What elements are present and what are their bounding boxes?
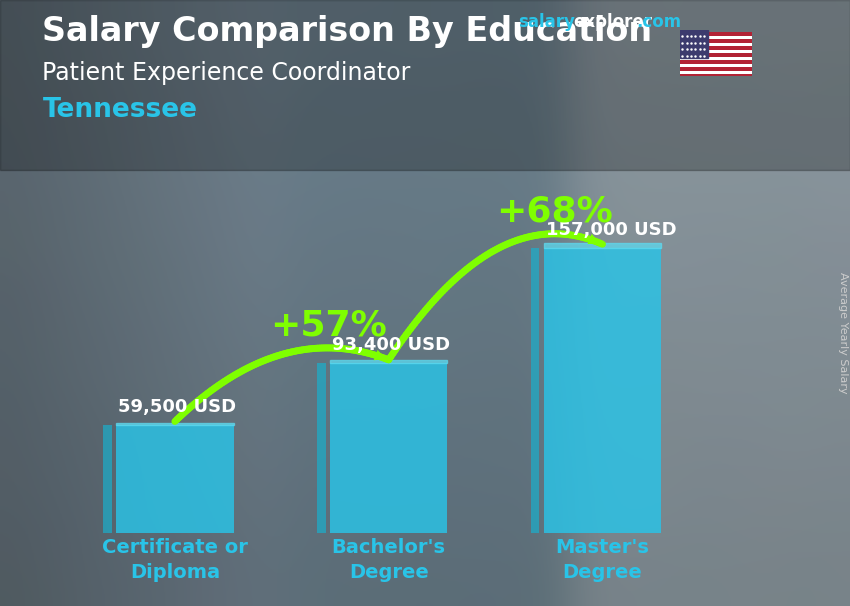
Bar	[680, 70, 752, 74]
Bar	[531, 248, 540, 533]
Bar	[680, 30, 708, 58]
Bar	[680, 60, 752, 64]
Text: +57%: +57%	[269, 308, 387, 342]
FancyBboxPatch shape	[116, 423, 234, 425]
Bar	[330, 364, 447, 533]
Bar	[680, 56, 752, 60]
Bar	[544, 248, 661, 533]
Bar	[680, 42, 752, 46]
Bar	[680, 46, 752, 50]
Bar	[680, 74, 752, 78]
Text: Average Yearly Salary: Average Yearly Salary	[838, 273, 848, 394]
Bar	[680, 53, 752, 56]
Bar	[680, 36, 752, 39]
Text: .com: .com	[637, 13, 682, 32]
Bar	[680, 50, 752, 53]
Bar	[680, 39, 752, 42]
Text: salary: salary	[518, 13, 575, 32]
FancyBboxPatch shape	[330, 361, 447, 364]
Bar	[317, 364, 326, 533]
Text: 157,000 USD: 157,000 USD	[546, 221, 677, 239]
Bar	[680, 67, 752, 70]
Bar	[680, 64, 752, 67]
Bar	[680, 32, 752, 36]
Text: Patient Experience Coordinator: Patient Experience Coordinator	[42, 61, 411, 85]
Text: Tennessee: Tennessee	[42, 97, 197, 123]
Bar	[116, 425, 234, 533]
Bar	[103, 425, 112, 533]
Text: explorer: explorer	[574, 13, 653, 32]
FancyBboxPatch shape	[544, 243, 661, 248]
Text: 59,500 USD: 59,500 USD	[118, 398, 236, 416]
Text: +68%: +68%	[496, 195, 614, 228]
Text: 93,400 USD: 93,400 USD	[332, 336, 450, 355]
Text: Salary Comparison By Education: Salary Comparison By Education	[42, 15, 653, 48]
